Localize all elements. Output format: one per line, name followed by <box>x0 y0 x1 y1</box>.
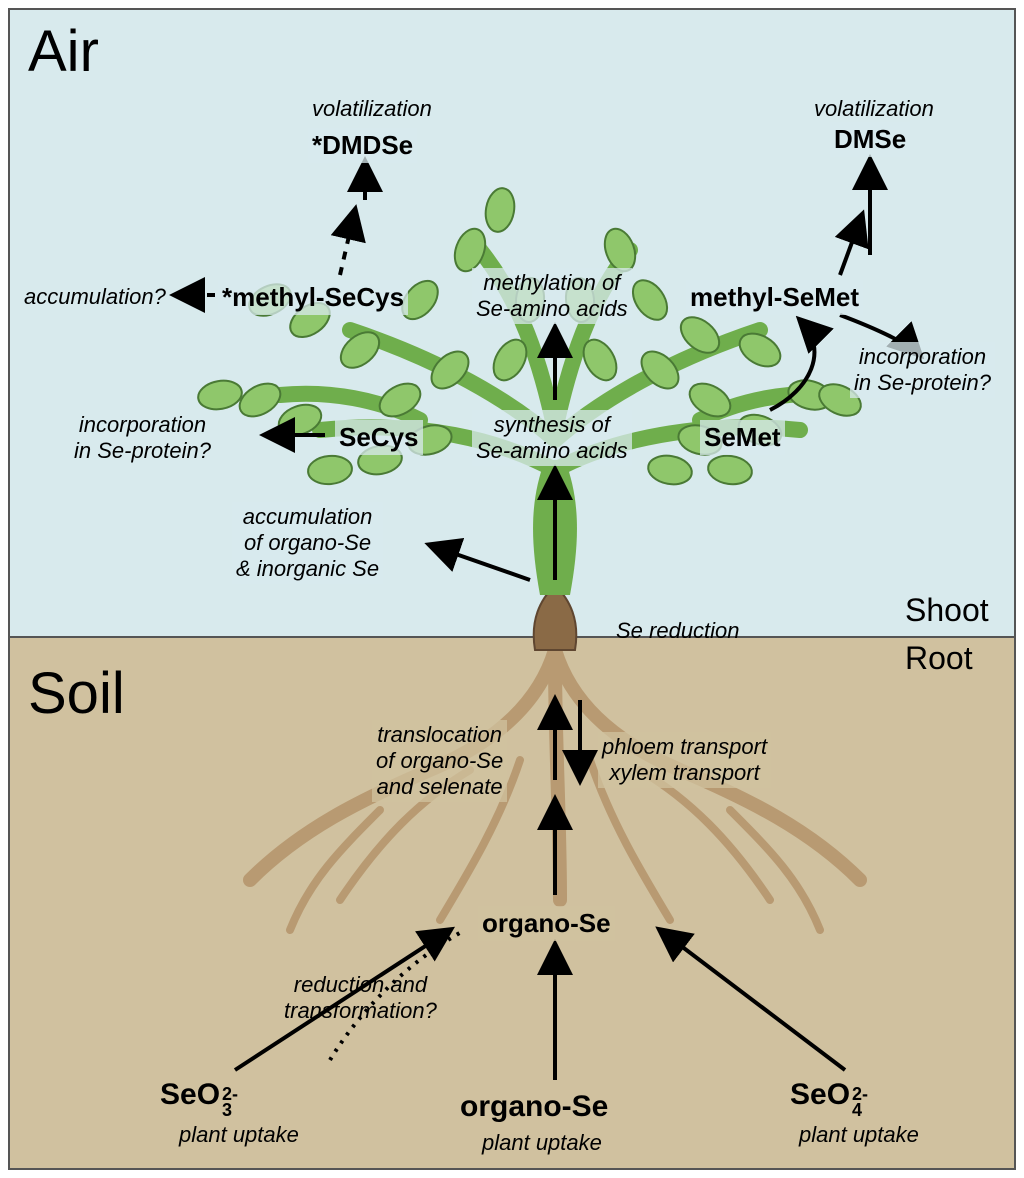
diagram-canvas: Air Soil Shoot Root *DMDSe DMSe *methyl-… <box>0 0 1024 1178</box>
proc-phloem-xylem: phloem transport xylem transport <box>598 732 771 788</box>
proc-uptake-mid: plant uptake <box>478 1128 606 1158</box>
proc-volatilization-right: volatilization <box>810 94 938 124</box>
node-semet: SeMet <box>700 420 785 455</box>
formula-organo-se: organo-Se <box>460 1090 608 1124</box>
formula-seo4: SeO2-4 <box>790 1078 868 1118</box>
air-label: Air <box>28 18 99 85</box>
proc-reduction-transformation: reduction and transformation? <box>280 970 441 1026</box>
proc-methylation: methylation of Se-amino acids <box>472 268 632 324</box>
formula-seo3: SeO2-3 <box>160 1078 238 1118</box>
proc-translocation: translocation of organo-Se and selenate <box>372 720 507 802</box>
shoot-label: Shoot <box>905 592 989 629</box>
proc-uptake-right: plant uptake <box>795 1120 923 1150</box>
node-methyl-secys: *methyl-SeCys <box>218 280 408 315</box>
proc-accumulation-q: accumulation? <box>20 282 170 312</box>
node-dmdse: *DMDSe <box>308 128 417 163</box>
proc-volatilization-left: volatilization <box>308 94 436 124</box>
node-methyl-semet: methyl-SeMet <box>686 280 863 315</box>
proc-se-reduction: Se reduction <box>612 616 744 646</box>
root-label: Root <box>905 640 973 677</box>
node-organo-se-root: organo-Se <box>478 906 615 941</box>
node-dmse: DMSe <box>830 122 910 157</box>
proc-incorporation-left: incorporation in Se-protein? <box>70 410 215 466</box>
soil-label: Soil <box>28 660 125 727</box>
node-secys: SeCys <box>335 420 423 455</box>
proc-uptake-left: plant uptake <box>175 1120 303 1150</box>
proc-synthesis: synthesis of Se-amino acids <box>472 410 632 466</box>
proc-incorporation-right: incorporation in Se-protein? <box>850 342 995 398</box>
proc-accumulation-organo: accumulation of organo-Se & inorganic Se <box>232 502 383 584</box>
